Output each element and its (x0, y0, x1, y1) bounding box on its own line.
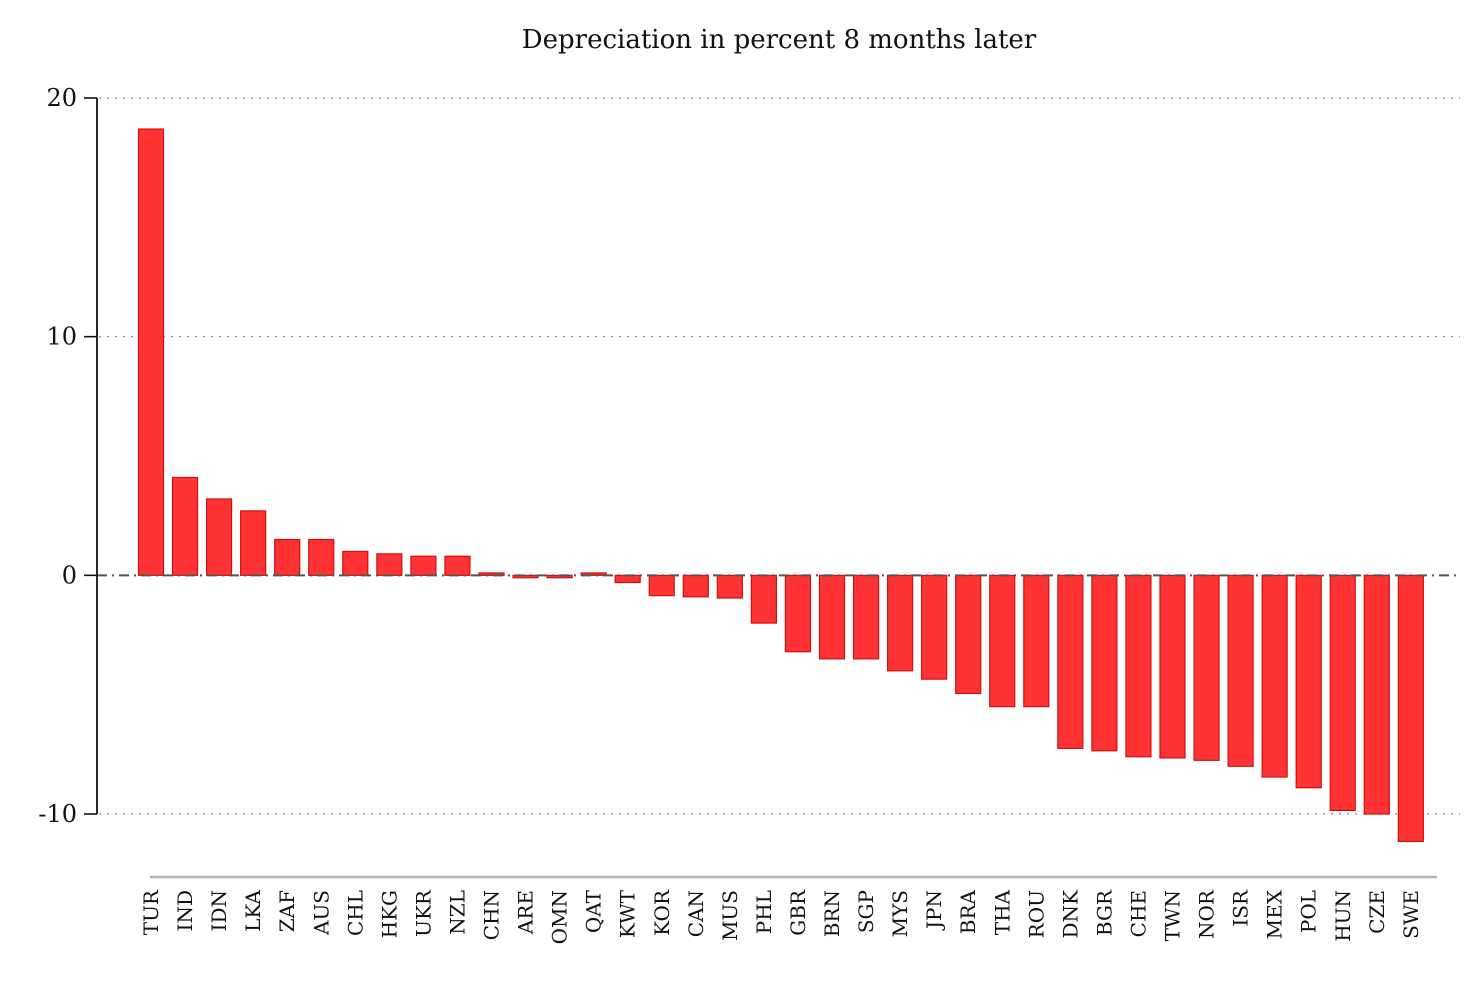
x-tick-label: CZE (1365, 890, 1389, 934)
x-tick-label: HUN (1331, 890, 1355, 942)
x-tick-label: KWT (616, 889, 640, 938)
bar-zaf (274, 538, 301, 576)
x-tick-label: ZAF (275, 890, 299, 932)
bar-ukr (410, 555, 437, 576)
y-tick-label: 10 (46, 323, 77, 351)
x-tick-label: CAN (684, 890, 708, 937)
bar-kor (648, 574, 675, 597)
x-tick-label: NZL (445, 890, 469, 935)
x-tick-label: PHL (752, 890, 776, 934)
y-axis: 20 10 0 -10 (38, 84, 98, 828)
bar-bgr (1091, 574, 1118, 752)
bar-cze (1363, 574, 1390, 815)
bar-dnk (1057, 574, 1084, 749)
y-tick-label: -10 (38, 800, 77, 828)
y-tick-label: 20 (46, 84, 77, 112)
bar-twn (1159, 574, 1186, 759)
bar-phl (750, 574, 778, 624)
y-tick-label: 0 (62, 561, 77, 589)
bar-qat (580, 572, 607, 576)
x-tick-label: GBR (786, 889, 810, 936)
bar-pol (1295, 574, 1322, 789)
bar-che (1125, 574, 1152, 758)
bar-chn (478, 572, 505, 576)
x-tick-label: ISR (1229, 889, 1253, 927)
bar-aus (308, 538, 335, 576)
bar-mex (1261, 574, 1288, 778)
x-tick-label: AUS (309, 890, 333, 936)
x-tick-label: BRN (820, 890, 844, 937)
x-tick-label: MEX (1263, 889, 1287, 939)
bar-jpn (921, 574, 948, 680)
bar-lka (240, 510, 267, 576)
x-tick-label: THA (990, 889, 1014, 935)
x-tick-label: POL (1297, 890, 1321, 933)
gridlines (99, 97, 1460, 815)
bar-chl (342, 550, 369, 576)
x-tick-label: CHE (1126, 890, 1150, 937)
x-tick-label: BGR (1092, 889, 1116, 936)
bar-mys (886, 574, 914, 672)
x-tick-label: ARE (514, 890, 538, 935)
x-tick-label: QAT (582, 889, 606, 933)
bar-isr (1227, 574, 1254, 767)
bar-hun (1329, 574, 1356, 812)
x-tick-label: IDN (207, 890, 231, 931)
bar-hkg (376, 553, 403, 576)
bar-nor (1193, 574, 1220, 761)
bar-idn (206, 498, 233, 576)
bar-nzl (444, 555, 471, 576)
x-tick-label: SGP (854, 890, 878, 933)
bar-tur (137, 128, 165, 576)
x-tick-label: SWE (1399, 890, 1423, 939)
bar-gbr (784, 574, 812, 653)
x-tick-label: LKA (241, 889, 265, 931)
x-tick-label: IND (173, 890, 197, 931)
bar-tha (989, 574, 1016, 708)
x-tick-label: ROU (1024, 890, 1048, 938)
x-tick-label: UKR (411, 889, 435, 937)
x-tick-label: HKG (377, 890, 401, 938)
bar-ind (171, 476, 199, 576)
x-tick-label: BRA (956, 889, 980, 934)
bar-mus (716, 574, 743, 599)
bar-kwt (614, 574, 641, 584)
x-tick-label: KOR (650, 889, 674, 936)
x-tick-label: CHL (343, 890, 367, 936)
bar-brn (818, 574, 846, 660)
bar-sgp (852, 574, 880, 660)
bar-swe (1397, 574, 1424, 843)
x-tick-label: TWN (1161, 890, 1185, 941)
bar-are (512, 574, 539, 579)
x-axis: TUR IND IDN LKA ZAF AUS CHL HKG UKR NZL CHN ARE OMN Q… (139, 875, 1437, 944)
bar-rou (1023, 574, 1050, 708)
bar-can (682, 574, 709, 598)
x-tick-label: MUS (718, 890, 742, 941)
x-tick-label: NOR (1195, 889, 1219, 939)
bars (137, 128, 1424, 843)
chart-title: Depreciation in percent 8 months later (522, 25, 1037, 55)
bar-bra (955, 574, 982, 695)
x-tick-label: JPN (922, 890, 946, 931)
x-tick-label: MYS (888, 890, 912, 937)
x-tick-label: TUR (139, 889, 163, 935)
x-tick-label: OMN (548, 890, 572, 944)
x-tick-label: CHN (480, 890, 504, 940)
x-tick-label: DNK (1058, 889, 1082, 939)
